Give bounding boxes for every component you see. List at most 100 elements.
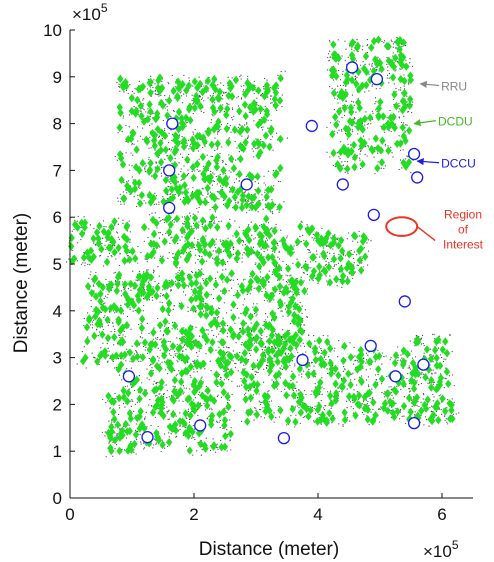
dcdu-point: [246, 330, 253, 339]
rru-point: [147, 108, 149, 110]
dcdu-point: [185, 431, 192, 441]
rru-point: [277, 388, 279, 390]
rru-point: [268, 281, 270, 284]
rru-point: [386, 375, 388, 378]
rru-point: [277, 244, 279, 246]
dcdu-point: [108, 280, 115, 289]
rru-point: [192, 187, 194, 189]
rru-point: [233, 248, 235, 251]
rru-point: [134, 403, 136, 405]
rru-point: [215, 252, 217, 254]
rru-point: [406, 155, 408, 157]
rru-point: [267, 170, 270, 172]
rru-point: [410, 399, 413, 401]
rru-point: [259, 225, 261, 227]
dcdu-point: [123, 246, 130, 256]
rru-point: [218, 316, 220, 318]
rru-point: [278, 416, 281, 418]
rru-point: [118, 407, 121, 409]
rru-point: [173, 110, 175, 112]
rru-point: [183, 93, 185, 95]
rru-point: [202, 301, 205, 303]
rru-point: [176, 388, 178, 391]
rru-point: [409, 368, 411, 370]
rru-point: [403, 88, 406, 90]
rru-point: [179, 302, 181, 304]
rru-point: [201, 187, 203, 189]
rru-point: [441, 413, 443, 415]
rru-point: [218, 198, 220, 200]
rru-point: [84, 262, 86, 264]
rru-point: [194, 128, 196, 131]
rru-point: [132, 310, 134, 312]
dcdu-point: [317, 238, 324, 248]
rru-point: [130, 152, 132, 154]
rru-point: [352, 277, 354, 280]
rru-point: [314, 340, 316, 342]
rru-point: [151, 117, 154, 119]
rru-point: [360, 256, 362, 258]
dcdu-point: [172, 254, 180, 263]
rru-point: [228, 399, 230, 401]
rru-point: [369, 68, 372, 70]
rru-point: [397, 357, 399, 359]
rru-point: [188, 286, 190, 288]
rru-point: [371, 110, 373, 112]
rru-point: [350, 249, 352, 252]
rru-point: [168, 409, 170, 411]
rru-point: [279, 377, 282, 379]
dcdu-point: [421, 400, 428, 410]
rru-point: [240, 97, 243, 99]
rru-point: [224, 173, 226, 175]
dcdu-point: [316, 336, 323, 345]
rru-point: [136, 401, 138, 403]
rru-point: [139, 110, 141, 112]
rru-point: [107, 256, 109, 258]
rru-point: [87, 263, 89, 265]
rru-point: [362, 61, 364, 63]
dcdu-point: [146, 345, 153, 354]
rru-point: [187, 172, 190, 175]
rru-point: [230, 449, 232, 451]
dcdu-point: [216, 410, 223, 419]
rru-point: [400, 68, 402, 70]
rru-point: [191, 170, 193, 173]
rru-point: [197, 355, 199, 357]
dcdu-point: [234, 290, 241, 300]
rru-point: [265, 346, 267, 349]
rru-point: [354, 118, 356, 120]
rru-point: [153, 270, 155, 272]
rru-point: [150, 405, 153, 407]
dcdu-point: [314, 387, 322, 397]
rru-point: [280, 310, 282, 312]
rru-point: [229, 279, 231, 282]
rru-point: [108, 321, 110, 324]
rru-point: [443, 358, 445, 360]
rru-point: [150, 175, 153, 177]
dcdu-point: [257, 253, 265, 263]
rru-point: [229, 218, 231, 220]
rru-point: [145, 389, 148, 391]
dcdu-point: [126, 426, 133, 436]
rru-point: [266, 316, 269, 318]
rru-point: [135, 438, 138, 440]
rru-point: [152, 269, 155, 271]
rru-point: [137, 140, 139, 142]
dcdu-point: [116, 446, 123, 456]
rru-point: [196, 371, 198, 373]
rru-point: [142, 138, 144, 140]
rru-point: [371, 388, 373, 390]
dcdu-point: [271, 313, 278, 323]
dcdu-point: [215, 356, 222, 365]
dcdu-point: [81, 223, 88, 232]
dcdu-point: [130, 301, 138, 310]
rru-point: [193, 399, 195, 401]
rru-point: [204, 130, 206, 132]
rru-point: [326, 126, 328, 129]
rru-point: [228, 103, 230, 105]
dcdu-point: [310, 253, 317, 262]
rru-point: [239, 124, 241, 126]
rru-point: [246, 137, 248, 140]
rru-point: [231, 393, 233, 396]
dcdu-point: [135, 295, 142, 305]
